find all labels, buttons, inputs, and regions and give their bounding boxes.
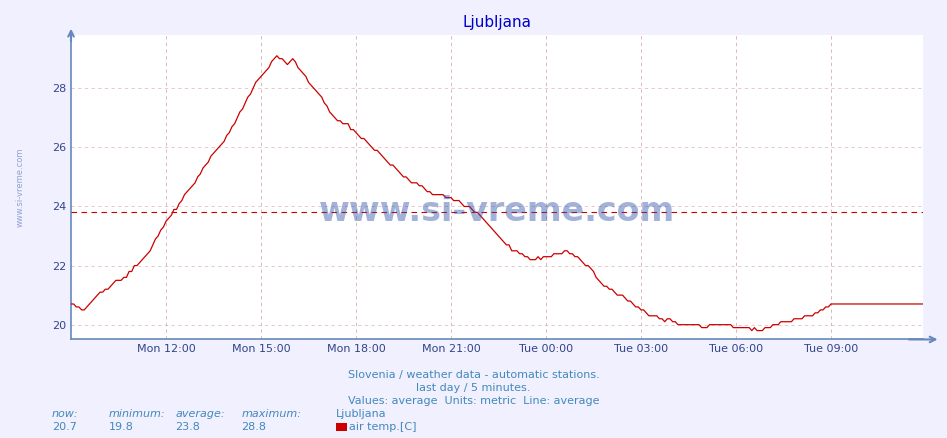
- Text: 19.8: 19.8: [109, 422, 134, 432]
- Text: Ljubljana: Ljubljana: [336, 409, 386, 419]
- Text: now:: now:: [52, 409, 79, 419]
- Text: Slovenia / weather data - automatic stations.: Slovenia / weather data - automatic stat…: [348, 370, 599, 380]
- Title: Ljubljana: Ljubljana: [463, 15, 531, 30]
- Text: average:: average:: [175, 409, 224, 419]
- Text: www.si-vreme.com: www.si-vreme.com: [319, 195, 675, 228]
- Text: maximum:: maximum:: [241, 409, 301, 419]
- Text: last day / 5 minutes.: last day / 5 minutes.: [417, 383, 530, 393]
- Text: www.si-vreme.com: www.si-vreme.com: [15, 148, 25, 227]
- Text: air temp.[C]: air temp.[C]: [349, 422, 417, 432]
- Text: 20.7: 20.7: [52, 422, 77, 432]
- Text: minimum:: minimum:: [109, 409, 166, 419]
- Text: 23.8: 23.8: [175, 422, 200, 432]
- Text: Values: average  Units: metric  Line: average: Values: average Units: metric Line: aver…: [348, 396, 599, 406]
- Text: 28.8: 28.8: [241, 422, 266, 432]
